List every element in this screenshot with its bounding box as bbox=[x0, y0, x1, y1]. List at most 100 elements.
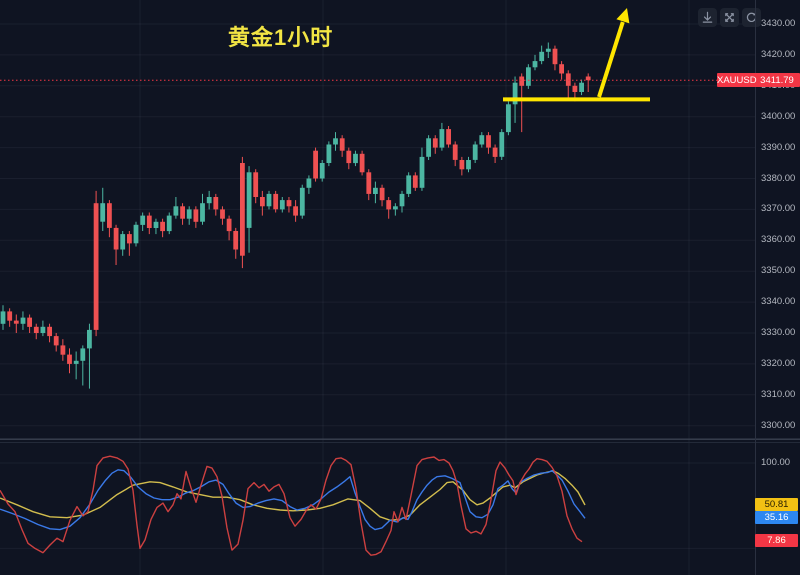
candle-body bbox=[206, 197, 212, 204]
candle-body bbox=[146, 215, 152, 228]
candle-body bbox=[459, 160, 465, 170]
candle-body bbox=[526, 67, 531, 86]
restore-pane-button[interactable] bbox=[742, 8, 761, 27]
candle-body bbox=[499, 132, 505, 157]
candle-body bbox=[333, 138, 338, 145]
candle-body bbox=[353, 153, 358, 164]
price-axis-tick: 3370.00 bbox=[761, 203, 796, 214]
candle-body bbox=[220, 209, 225, 219]
candle-body bbox=[47, 326, 52, 337]
indicator-value-label-mid: 35.16 bbox=[755, 511, 798, 524]
candle-body bbox=[173, 206, 179, 216]
price-axis-tick: 3320.00 bbox=[761, 358, 796, 369]
candle-body bbox=[13, 320, 19, 324]
last-price-value: 3411.79 bbox=[760, 74, 794, 86]
price-axis-tick: 3300.00 bbox=[761, 420, 796, 431]
candle-body bbox=[452, 144, 458, 160]
candle-body bbox=[432, 138, 438, 148]
candle-body bbox=[379, 187, 385, 201]
candle-body bbox=[439, 129, 445, 148]
price-axis-tick: 3330.00 bbox=[761, 327, 796, 338]
candle-body bbox=[519, 76, 525, 86]
price-axis-tick: 3400.00 bbox=[761, 111, 796, 122]
candle-body bbox=[279, 200, 285, 210]
price-axis-tick: 3340.00 bbox=[761, 296, 796, 307]
candle-body bbox=[373, 187, 378, 194]
candle-body bbox=[0, 311, 6, 324]
candle-body bbox=[120, 234, 126, 250]
price-axis-tick: 3430.00 bbox=[761, 18, 796, 29]
candle-body bbox=[273, 193, 279, 210]
candle-body bbox=[73, 360, 79, 364]
candle-body bbox=[193, 209, 199, 222]
candle-body bbox=[386, 200, 392, 210]
candle-body bbox=[253, 172, 259, 197]
candle-body bbox=[512, 82, 518, 105]
candle-body bbox=[186, 209, 192, 219]
candle-body bbox=[286, 200, 292, 207]
candle-body bbox=[80, 348, 86, 361]
price-axis-tick: 3350.00 bbox=[761, 265, 796, 276]
candle-body bbox=[559, 64, 564, 74]
candle-body bbox=[133, 224, 139, 244]
candle-body bbox=[127, 234, 132, 244]
candle-body bbox=[60, 345, 66, 355]
price-axis-border bbox=[755, 0, 756, 575]
candle-body bbox=[67, 354, 72, 364]
candle-body bbox=[306, 178, 312, 188]
maximize-pane-button[interactable] bbox=[720, 8, 739, 27]
pane-separator[interactable] bbox=[0, 438, 800, 440]
candle-body bbox=[412, 175, 418, 188]
price-axis-tick: 3380.00 bbox=[761, 173, 796, 184]
move-pane-down-button[interactable] bbox=[698, 8, 717, 27]
candle-body bbox=[27, 317, 32, 327]
candle-body bbox=[100, 203, 106, 222]
candle-body bbox=[585, 76, 591, 81]
candle-body bbox=[565, 73, 571, 86]
candle-body bbox=[366, 172, 372, 194]
candle-body bbox=[20, 317, 26, 324]
candle-body bbox=[359, 153, 365, 173]
candle-body bbox=[260, 197, 265, 207]
candle-body bbox=[339, 138, 345, 151]
up-arrow-head[interactable] bbox=[616, 8, 630, 24]
candle-body bbox=[399, 193, 405, 207]
price-axis-tick: 3420.00 bbox=[761, 49, 796, 60]
oscillator-line-slow bbox=[0, 470, 586, 521]
maximize-pane-icon bbox=[725, 13, 734, 22]
candle-body bbox=[226, 218, 232, 232]
indicator-value-label-slow: 50.81 bbox=[755, 498, 798, 511]
last-price-label: XAUUSD 3411.79 bbox=[717, 73, 800, 87]
pane-toolbar bbox=[698, 8, 761, 27]
candle-body bbox=[313, 150, 318, 179]
candle-body bbox=[107, 203, 112, 228]
pane-separator-shadow bbox=[0, 442, 800, 443]
candle-body bbox=[426, 138, 431, 157]
refresh-icon bbox=[746, 12, 757, 23]
candle-body bbox=[539, 51, 545, 62]
candle-body bbox=[393, 206, 398, 210]
candle-body bbox=[419, 156, 425, 188]
candle-body bbox=[40, 326, 46, 333]
price-axis-tick: 3390.00 bbox=[761, 142, 796, 153]
candle-body bbox=[479, 135, 485, 145]
candle-body bbox=[153, 221, 159, 228]
candle-body bbox=[466, 160, 471, 170]
move-pane-down-icon bbox=[702, 11, 713, 23]
candle-body bbox=[319, 163, 325, 179]
candle-body bbox=[213, 197, 219, 210]
candle-body bbox=[266, 193, 272, 207]
candle-body bbox=[140, 215, 146, 225]
symbol-label: XAUUSD bbox=[717, 74, 757, 86]
candle-body bbox=[240, 163, 245, 256]
candle-body bbox=[532, 61, 538, 68]
candle-body bbox=[346, 150, 352, 164]
candle-body bbox=[180, 206, 185, 219]
candle-body bbox=[446, 129, 451, 145]
up-arrow-shaft[interactable] bbox=[597, 21, 625, 98]
candle-body bbox=[326, 144, 332, 163]
candle-body bbox=[53, 336, 59, 346]
indicator-axis-tick: 100.00 bbox=[761, 457, 791, 468]
candle-body bbox=[246, 172, 252, 228]
